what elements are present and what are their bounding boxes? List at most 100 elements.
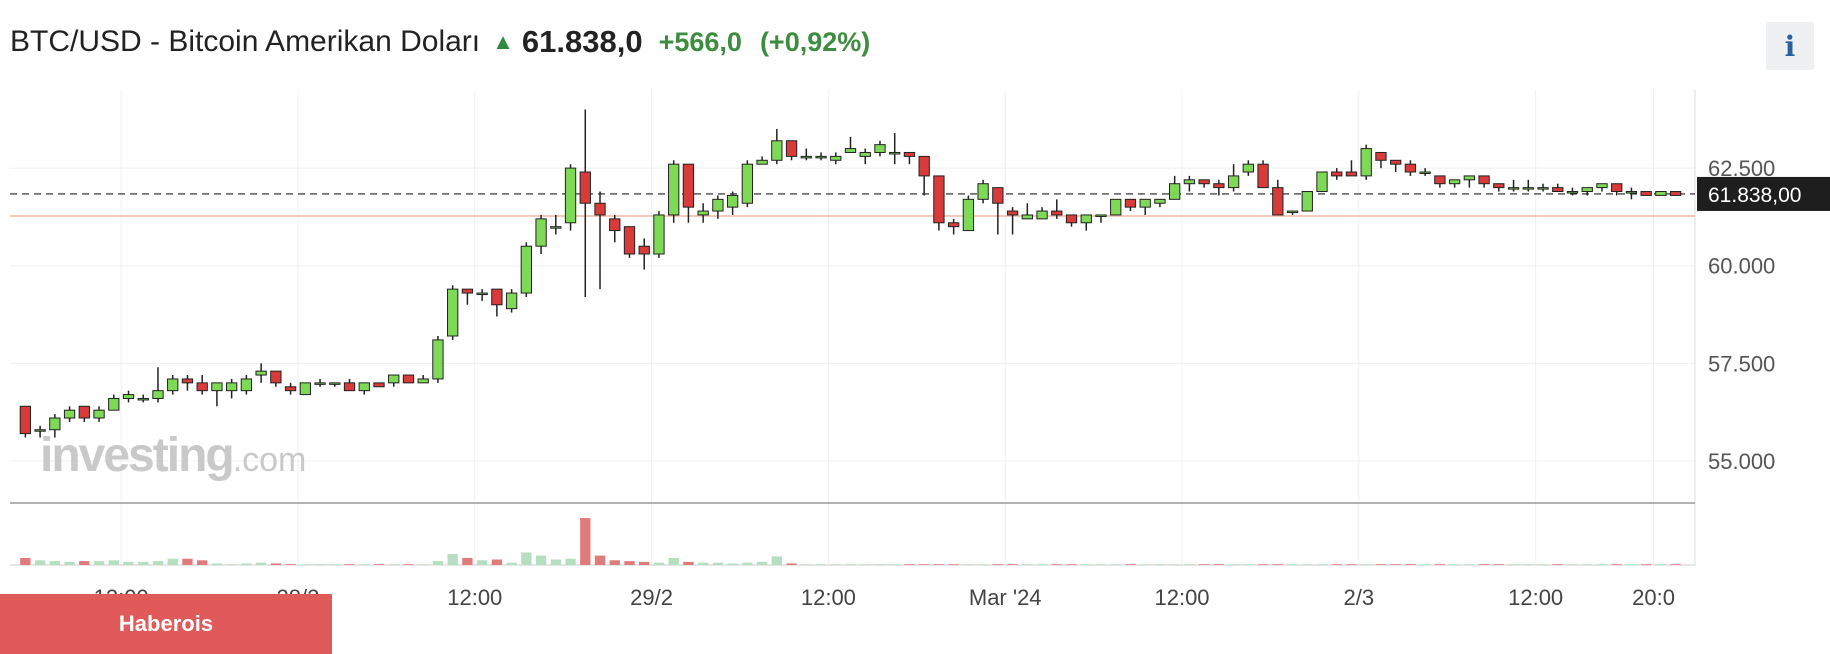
candle-body xyxy=(152,390,164,399)
candle-body xyxy=(844,148,857,153)
candle-body xyxy=(108,397,120,411)
info-icon: i xyxy=(1784,29,1796,63)
volume-bar xyxy=(1434,564,1446,565)
volume-bar xyxy=(329,564,340,565)
volume-bar xyxy=(1596,564,1608,565)
candle-body xyxy=(1448,179,1461,185)
candle-body xyxy=(447,288,459,337)
candle-body xyxy=(137,397,149,401)
volume-bar xyxy=(1346,564,1357,565)
volume-bar xyxy=(874,564,886,565)
candle-body xyxy=(373,382,385,388)
candle-body xyxy=(859,151,871,157)
candle-body xyxy=(1522,187,1534,190)
candle-body xyxy=(874,144,886,153)
candle-body xyxy=(889,151,901,155)
candle-body xyxy=(1183,179,1196,185)
candle-body xyxy=(1331,171,1343,177)
candle-body xyxy=(682,163,695,208)
candle-body xyxy=(947,222,960,228)
info-button[interactable]: i xyxy=(1766,22,1814,70)
volume-bar xyxy=(712,562,724,565)
candle-body xyxy=(1169,183,1181,200)
candle-body xyxy=(933,175,945,224)
last-price-badge xyxy=(1697,176,1830,211)
volume-bar xyxy=(79,561,90,565)
volume-bar xyxy=(1198,564,1210,565)
volume-bar xyxy=(300,564,311,565)
candle-body xyxy=(653,214,665,255)
volume-bar xyxy=(1331,564,1342,565)
volume-bar xyxy=(1140,564,1151,565)
volume-bar xyxy=(138,561,149,565)
volume-bar xyxy=(1184,564,1195,565)
candle-body xyxy=(49,417,61,431)
candle-body xyxy=(1286,210,1299,214)
volume-bar xyxy=(1582,564,1593,565)
candle-body xyxy=(1272,187,1284,216)
volume-bar xyxy=(1213,564,1225,565)
x-tick-label: 29/2 xyxy=(630,585,673,610)
candle-body xyxy=(78,405,90,419)
candle-body xyxy=(977,183,989,200)
volume-bar xyxy=(1390,564,1401,565)
volume-bar xyxy=(815,564,827,565)
volume-bar xyxy=(270,563,282,565)
candle-body xyxy=(1345,171,1358,177)
volume-bar xyxy=(1405,564,1416,565)
volume-bar xyxy=(1110,564,1121,565)
volume-bar xyxy=(1154,564,1166,565)
volume-bar xyxy=(285,564,296,565)
volume-bar xyxy=(948,564,959,565)
x-tick-label: Mar '24 xyxy=(969,585,1042,610)
candle-body xyxy=(1080,214,1092,224)
volume-bar xyxy=(241,563,252,565)
candle-body xyxy=(726,194,739,208)
candle-body xyxy=(1242,163,1254,173)
volume-bar xyxy=(226,564,237,565)
volume-bar xyxy=(1095,564,1107,565)
volume-bar xyxy=(786,563,797,565)
candle-body xyxy=(1124,198,1137,208)
candle-body xyxy=(1227,175,1240,189)
candle-body xyxy=(1566,191,1579,194)
volume-bar xyxy=(1066,564,1077,565)
candle-body xyxy=(461,288,474,294)
volume-bar xyxy=(624,561,635,565)
candle-body xyxy=(402,374,415,384)
candle-body xyxy=(830,155,842,161)
x-tick-label: 12:00 xyxy=(801,585,856,610)
candle-body xyxy=(712,198,724,212)
candle-body xyxy=(668,163,680,216)
volume-bar xyxy=(963,564,974,565)
volume-bar xyxy=(359,564,370,565)
volume-bar xyxy=(123,561,134,565)
candle-body xyxy=(225,382,238,392)
candle-body xyxy=(1552,187,1564,193)
chart-header: BTC/USD - Bitcoin Amerikan Doları ▲ 61.8… xyxy=(10,18,870,66)
candle-body xyxy=(623,226,636,255)
volume-bar xyxy=(64,561,75,565)
candle-body xyxy=(1419,171,1431,174)
volume-bar xyxy=(550,559,561,565)
candle-body xyxy=(358,382,370,392)
volume-bar xyxy=(1419,564,1431,565)
source-badge[interactable]: Haberois xyxy=(0,594,332,654)
candle-body xyxy=(211,382,223,392)
volume-bar xyxy=(197,560,208,565)
candle-body xyxy=(1021,214,1033,220)
candle-body xyxy=(1154,198,1166,204)
volume-bar xyxy=(653,562,665,565)
x-tick-label: 20:0 xyxy=(1632,585,1675,610)
candle-body xyxy=(314,382,326,385)
volume-bar xyxy=(108,560,119,565)
volume-bar xyxy=(1361,564,1372,565)
candle-body xyxy=(34,429,46,432)
x-tick-label: 12:00 xyxy=(1508,585,1563,610)
watermark-suffix: .com xyxy=(232,441,307,479)
volume-bar xyxy=(1169,564,1180,565)
volume-bar xyxy=(1626,564,1637,565)
y-tick-label: 57.500 xyxy=(1708,351,1775,376)
volume-bar xyxy=(521,552,532,565)
